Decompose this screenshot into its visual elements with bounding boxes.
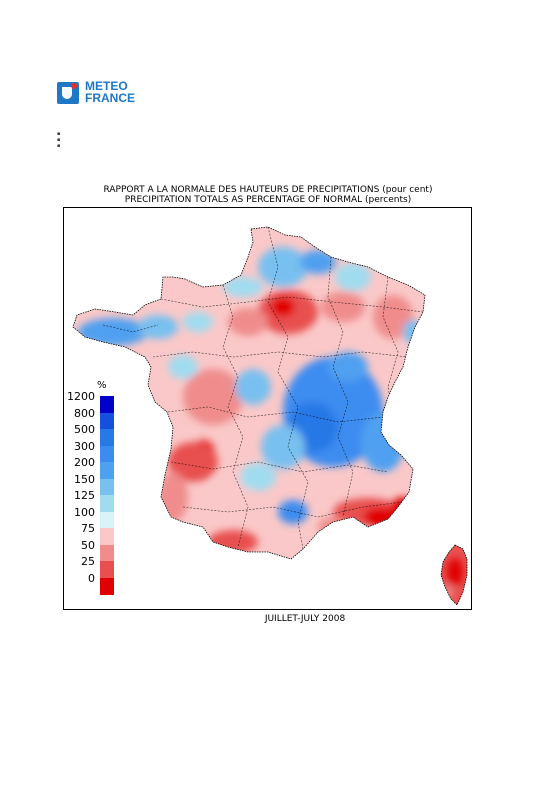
- legend-swatch: [100, 396, 114, 413]
- legend-unit: %: [97, 380, 107, 391]
- legend-swatch: [100, 462, 114, 479]
- legend-label: 100: [74, 505, 95, 519]
- legend-swatch: [100, 561, 114, 578]
- legend-label: 125: [74, 489, 95, 502]
- logo-text: METEO FRANCE: [85, 79, 135, 105]
- small-marks: ▪ ▪ ▪: [57, 131, 61, 149]
- legend-swatch: [100, 478, 114, 496]
- legend-label: 25: [81, 555, 95, 568]
- precipitation-map: [72, 226, 468, 606]
- map-frame: [63, 207, 472, 610]
- legend-label: 300: [74, 439, 95, 453]
- legend-swatch: [100, 412, 114, 430]
- legend-label: 75: [81, 522, 95, 535]
- legend-swatch: [100, 429, 114, 446]
- legend-swatch: [100, 511, 114, 529]
- legend-swatch: [100, 544, 114, 562]
- legend-swatch: [100, 577, 114, 595]
- title-french: RAPPORT A LA NORMALE DES HAUTEURS DE PRE…: [103, 185, 433, 195]
- period-label: JUILLET-JULY 2008: [264, 614, 346, 624]
- title-english: PRECIPITATION TOTALS AS PERCENTAGE OF NO…: [124, 195, 412, 205]
- legend-label: 500: [74, 423, 95, 436]
- legend-label: 0: [88, 571, 95, 585]
- legend-label: 1200: [67, 390, 95, 403]
- legend-swatch: [100, 528, 114, 545]
- legend-label: 200: [74, 456, 95, 469]
- meteo-france-logo: METEO FRANCE: [57, 80, 147, 108]
- legend-swatch: [100, 495, 114, 512]
- meteo-france-emblem-icon: [57, 82, 79, 104]
- legend-label: 800: [74, 406, 95, 420]
- legend-label: 150: [74, 472, 95, 486]
- legend: % 1200 800 500 300 200 150 125 100 75 50 25 0: [62, 380, 118, 595]
- legend-label: 50: [81, 538, 95, 552]
- legend-swatch: [100, 445, 114, 463]
